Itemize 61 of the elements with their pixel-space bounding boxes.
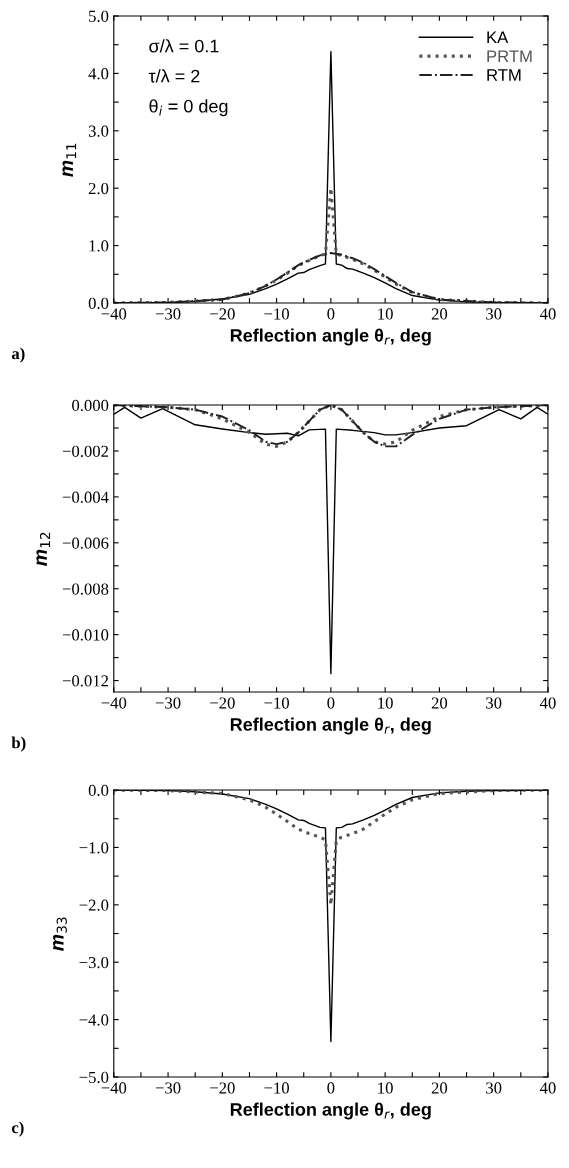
text: c) bbox=[11, 1121, 24, 1137]
x-tick-label: −30 bbox=[155, 1082, 181, 1094]
y-tick-label: 0.0 bbox=[88, 297, 109, 309]
y-tick-label: 1.0 bbox=[89, 240, 109, 252]
x-tick-label: 10 bbox=[378, 697, 393, 709]
y-tick-label: 3.0 bbox=[88, 125, 109, 137]
x-tick-label: 20 bbox=[431, 1082, 448, 1094]
y-tick-label: −2.0 bbox=[79, 899, 109, 911]
legend-label: RTM bbox=[487, 69, 521, 81]
x-tick-label: 30 bbox=[486, 1082, 502, 1094]
y-tick-label: −0.002 bbox=[62, 445, 109, 457]
x-axis-title: Reflection angle θ$_{r}$, deg bbox=[230, 1102, 431, 1120]
annotation: θ$_{i}$ = 0 deg bbox=[149, 99, 228, 117]
x-tick-label: 30 bbox=[486, 697, 502, 709]
x-tick-label: −10 bbox=[264, 1082, 289, 1094]
y-axis-title: m$_{11}$ bbox=[62, 143, 77, 177]
x-tick-label: 0 bbox=[327, 697, 335, 709]
text: b) bbox=[11, 736, 26, 752]
y-tick-label: 2.0 bbox=[88, 182, 109, 195]
text: a) bbox=[11, 347, 25, 363]
y-tick-label: 4.0 bbox=[88, 68, 109, 80]
legend-label: KA bbox=[487, 31, 509, 44]
legend-label: PRTM bbox=[487, 50, 532, 62]
annotation: σ/λ = 0.1 bbox=[149, 39, 219, 53]
y-axis-title: m$_{12}$ bbox=[36, 532, 51, 566]
y-tick-label: −3.0 bbox=[79, 956, 109, 969]
x-tick-label: 10 bbox=[378, 1082, 393, 1094]
x-tick-label: 40 bbox=[539, 1082, 556, 1094]
x-tick-label: −40 bbox=[101, 308, 127, 320]
y-axis-title: m$_{33}$ bbox=[53, 917, 67, 951]
y-tick-label: −0.010 bbox=[62, 629, 109, 641]
x-tick-label: 20 bbox=[431, 697, 448, 709]
x-tick-label: 10 bbox=[378, 308, 393, 320]
y-tick-label: 0.0 bbox=[88, 784, 109, 797]
y-tick-label: −1.0 bbox=[79, 842, 109, 854]
x-tick-label: −20 bbox=[210, 1082, 235, 1094]
x-tick-label: 0 bbox=[327, 1082, 335, 1094]
x-tick-label: −30 bbox=[155, 697, 181, 709]
x-axis-title: Reflection angle θ$_{r}$, deg bbox=[230, 328, 431, 346]
y-tick-label: 0.000 bbox=[72, 399, 109, 412]
x-tick-label: −40 bbox=[101, 697, 127, 709]
x-tick-label: −20 bbox=[210, 308, 235, 320]
x-axis-title: Reflection angle θ$_{r}$, deg bbox=[230, 717, 431, 735]
y-tick-label: −0.004 bbox=[62, 491, 109, 503]
x-tick-label: −10 bbox=[264, 697, 289, 709]
x-tick-label: 0 bbox=[327, 308, 335, 320]
y-tick-label: −0.012 bbox=[62, 675, 109, 687]
y-tick-label: −4.0 bbox=[79, 1014, 109, 1026]
x-tick-label: −10 bbox=[264, 308, 289, 320]
x-tick-label: 20 bbox=[431, 308, 448, 320]
y-tick-label: −0.008 bbox=[62, 583, 109, 595]
x-tick-label: 40 bbox=[539, 308, 556, 320]
annotation: τ/λ = 2 bbox=[148, 69, 200, 83]
x-tick-label: −30 bbox=[155, 308, 181, 320]
x-tick-label: −20 bbox=[210, 697, 235, 709]
x-tick-label: 40 bbox=[539, 697, 556, 709]
x-tick-label: −40 bbox=[101, 1082, 127, 1094]
y-tick-label: −5.0 bbox=[79, 1071, 109, 1084]
y-tick-label: −0.006 bbox=[62, 537, 109, 549]
x-tick-label: 30 bbox=[486, 308, 502, 320]
y-tick-label: 5.0 bbox=[89, 10, 109, 23]
